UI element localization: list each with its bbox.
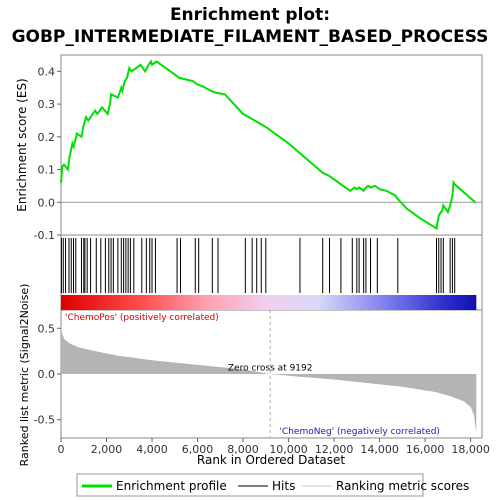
es-y-axis-label: Enrichment score (ES) xyxy=(15,78,29,211)
ranking-metric-area xyxy=(61,324,476,434)
legend-profile-label: Enrichment profile xyxy=(116,479,227,493)
chart-title-line2: GOBP_INTERMEDIATE_FILAMENT_BASED_PROCESS xyxy=(12,27,489,47)
es-ytick-label: 0.4 xyxy=(38,65,56,78)
xtick-label: 4,000 xyxy=(136,443,168,456)
ranking-y-axis-label: Ranked list metric (Signal2Noise) xyxy=(18,284,31,467)
xtick-label: 14,000 xyxy=(360,443,399,456)
legend-hits-label: Hits xyxy=(272,479,295,493)
xtick-label: 18,000 xyxy=(451,443,490,456)
ranking-ytick-label: 0.5 xyxy=(38,322,56,335)
es-ytick-label: 0.0 xyxy=(38,196,56,209)
xtick-label: 2,000 xyxy=(91,443,123,456)
xtick-label: 16,000 xyxy=(406,443,445,456)
es-ytick-label: -0.1 xyxy=(34,229,55,242)
chart-title-line1: Enrichment plot: xyxy=(170,5,330,25)
xtick-label: 0 xyxy=(58,443,65,456)
legend-ranking-label: Ranking metric scores xyxy=(336,479,469,493)
es-ytick-label: 0.2 xyxy=(38,131,56,144)
ranking-ytick-label: 0.0 xyxy=(38,368,56,381)
positive-correlation-label: 'ChemoPos' (positively correlated) xyxy=(65,313,219,323)
zero-cross-label: Zero cross at 9192 xyxy=(228,363,313,373)
enrichment-profile-line xyxy=(61,62,475,229)
negative-correlation-label: 'ChemoNeg' (negatively correlated) xyxy=(279,427,440,437)
es-ytick-label: 0.1 xyxy=(38,164,56,177)
rank-color-bar xyxy=(61,295,476,310)
x-axis-label: Rank in Ordered Dataset xyxy=(197,453,345,467)
legend: Enrichment profile Hits Ranking metric s… xyxy=(77,474,469,496)
ranking-ytick-label: -0.5 xyxy=(34,414,55,427)
es-ytick-label: 0.3 xyxy=(38,98,56,111)
